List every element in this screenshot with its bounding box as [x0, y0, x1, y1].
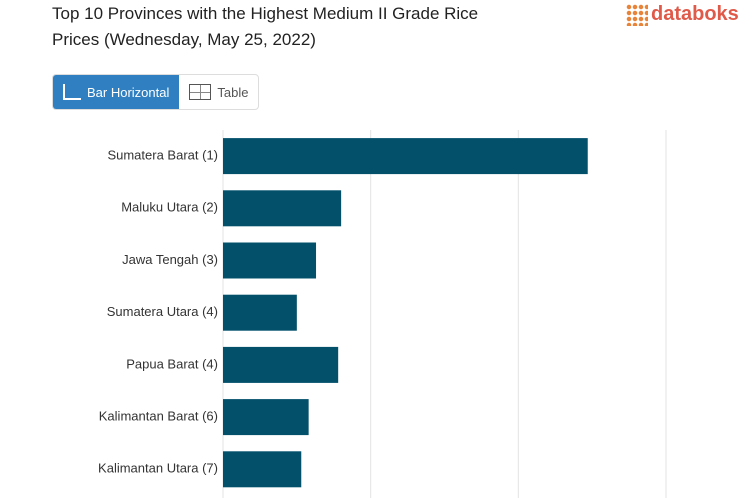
y-tick-label: Jawa Tengah (3)	[122, 252, 218, 267]
view-toggle: Bar Horizontal Table	[52, 74, 260, 110]
button-label: Table	[217, 84, 249, 100]
bar	[223, 190, 342, 227]
y-tick-label: Maluku Utara (2)	[121, 200, 218, 215]
chart-title: Top 10 Provinces with the Highest Medium…	[52, 4, 479, 49]
y-tick-label: Sumatera Utara (4)	[107, 304, 218, 319]
bar	[223, 138, 588, 175]
bar	[223, 399, 309, 436]
bar	[223, 294, 297, 331]
y-tick-label: Sumatera Barat (1)	[107, 148, 218, 163]
bar	[223, 242, 317, 279]
y-tick-label: Kalimantan Barat (6)	[99, 409, 218, 424]
bar	[223, 346, 339, 383]
button-label: Bar Horizontal	[87, 84, 170, 100]
y-tick-label: Papua Barat (4)	[126, 356, 218, 371]
logo[interactable]: databoks	[626, 3, 739, 26]
bar-button[interactable]: Bar Horizontal	[53, 75, 180, 109]
table-button[interactable]: Table	[179, 75, 258, 109]
y-tick-label: Kalimantan Utara (7)	[98, 461, 218, 476]
logo-text: databoks	[651, 3, 739, 25]
bar	[223, 451, 302, 488]
